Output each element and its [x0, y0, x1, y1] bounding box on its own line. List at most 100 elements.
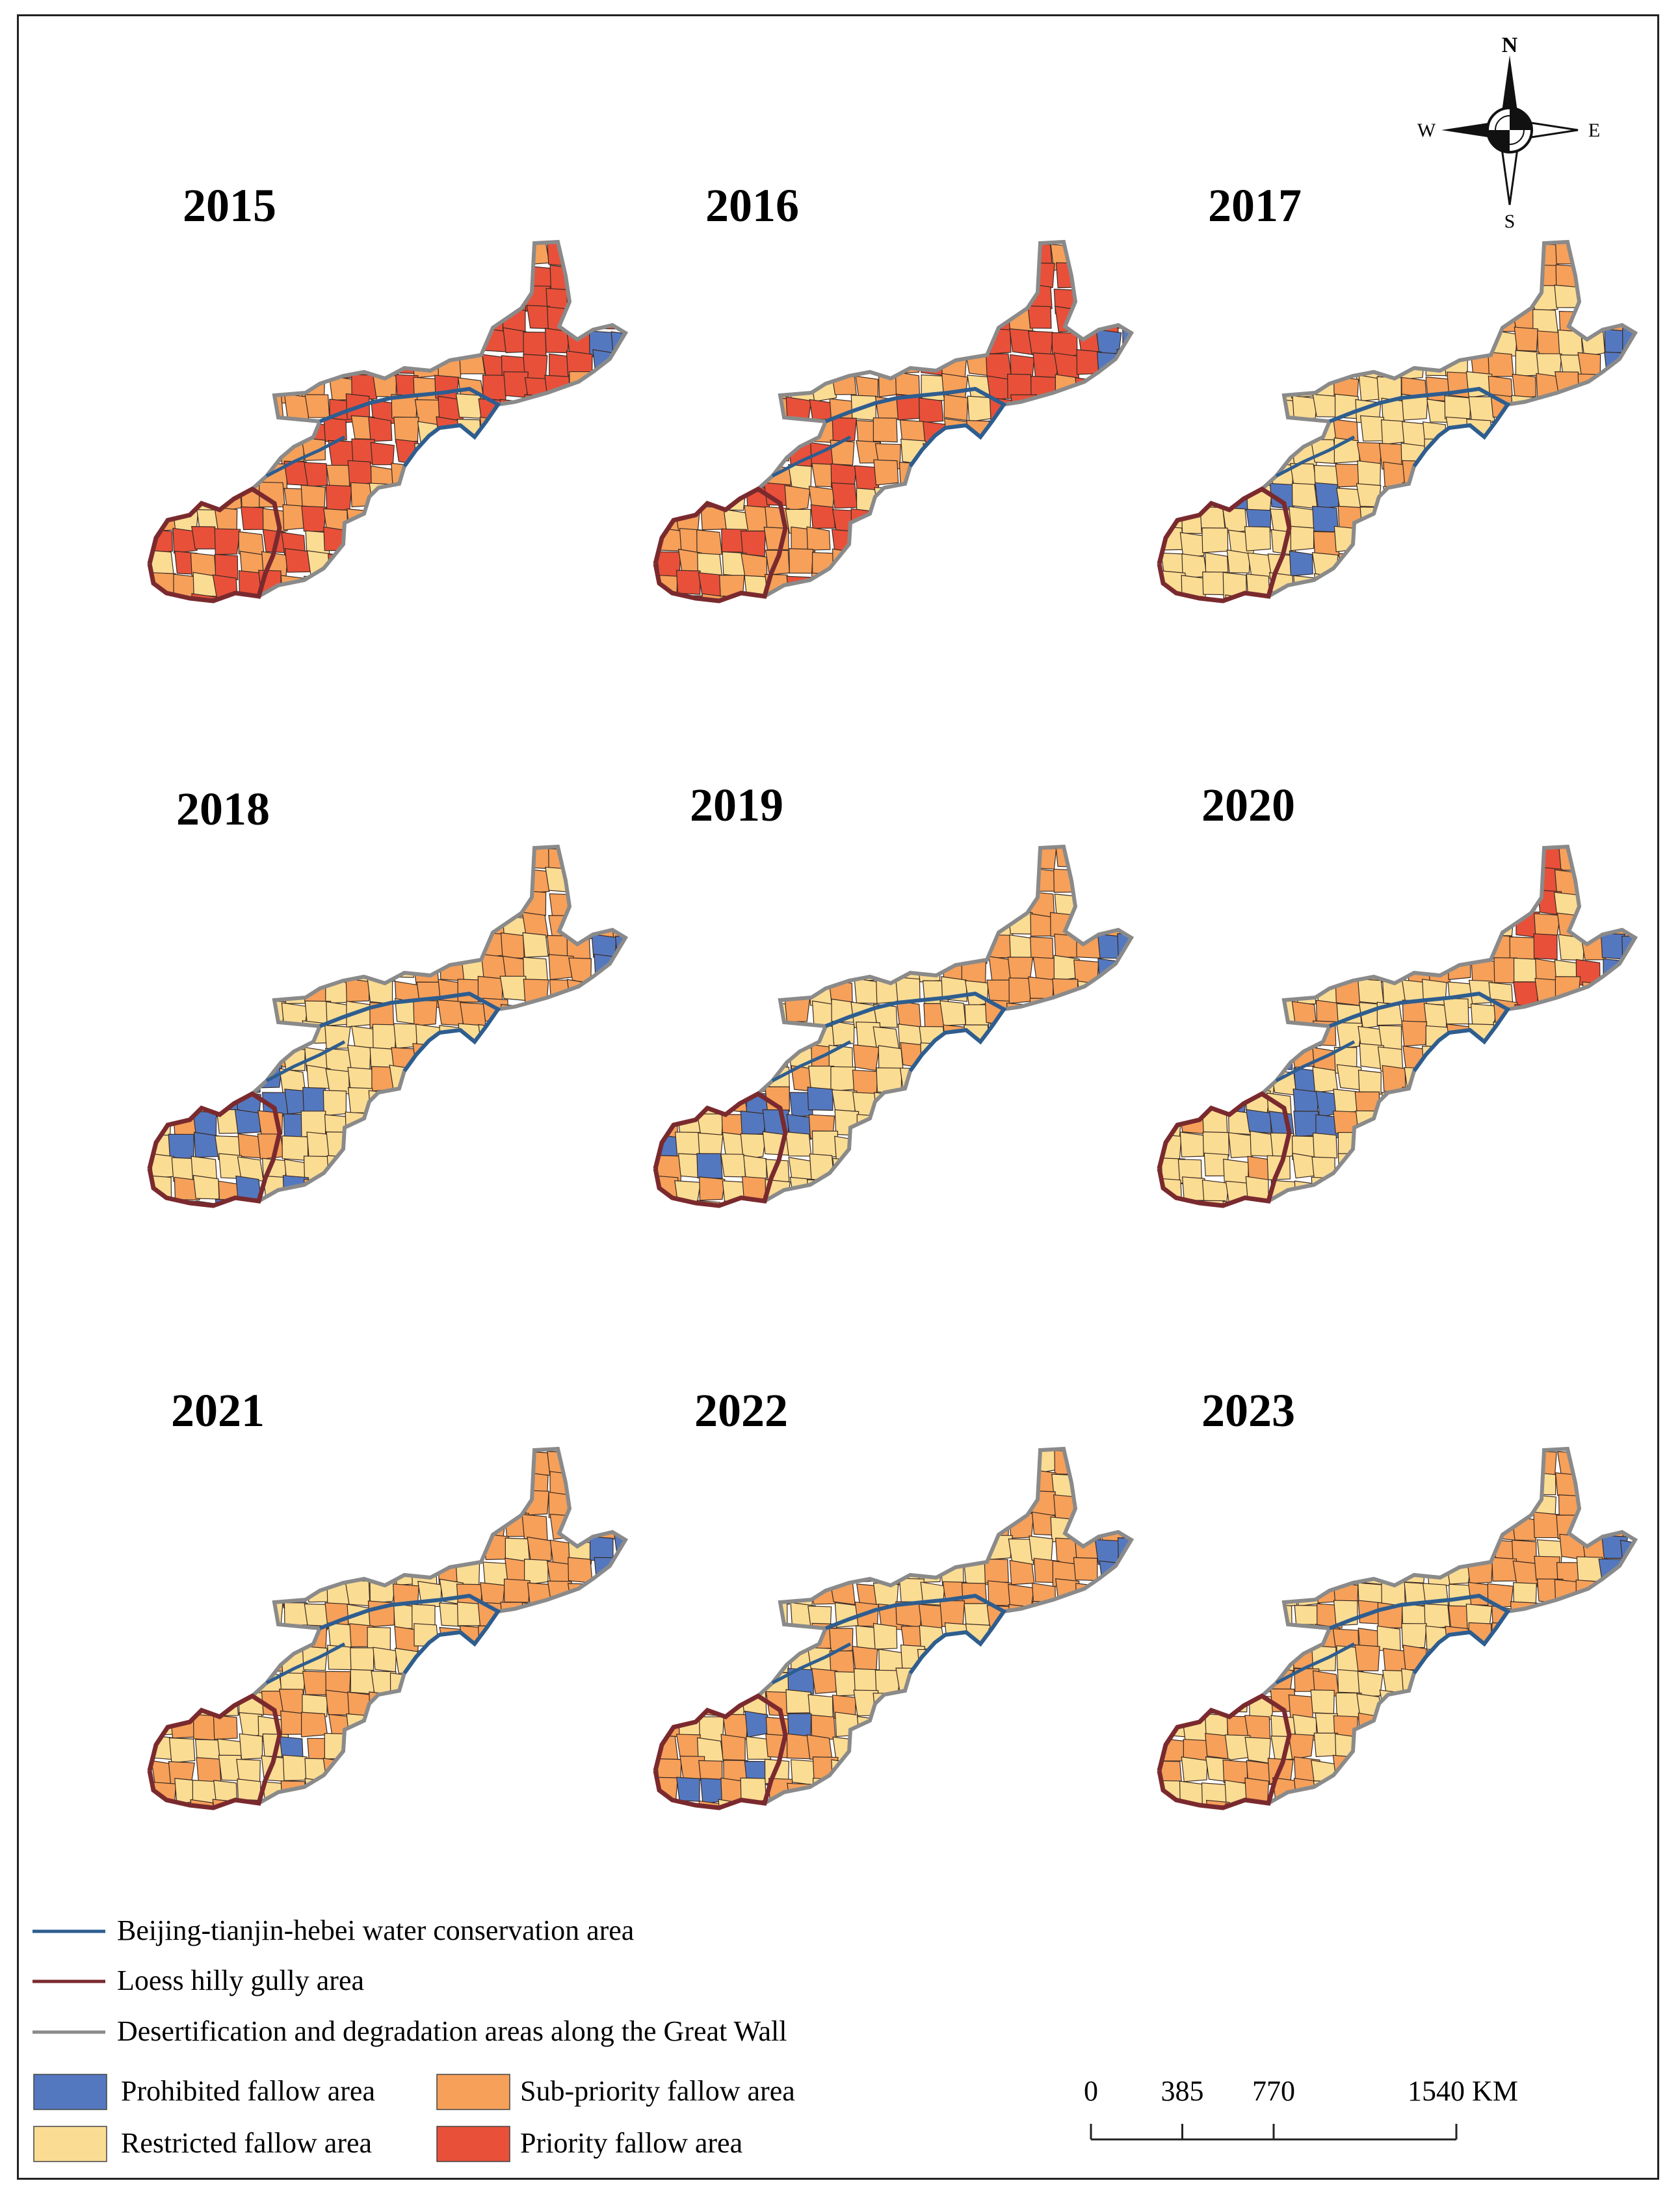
county-cell	[830, 1469, 857, 1496]
county-cell	[718, 1064, 744, 1091]
county-cell	[1226, 956, 1250, 981]
county-cell	[900, 1176, 924, 1202]
county-cell	[745, 1472, 771, 1498]
county-cell	[1599, 998, 1626, 1024]
county-cell	[523, 1739, 549, 1764]
county-cell	[1447, 1690, 1473, 1715]
county-cell	[676, 463, 703, 488]
county-cell	[456, 1491, 482, 1518]
county-cell	[1487, 1109, 1514, 1135]
county-cell	[679, 1449, 707, 1475]
county-cell	[702, 1495, 728, 1520]
county-cell	[300, 1712, 328, 1738]
county-cell	[1050, 439, 1077, 464]
county-cell	[785, 1689, 812, 1714]
county-cell	[1291, 310, 1319, 337]
county-cell	[591, 395, 618, 420]
county-cell	[350, 866, 377, 892]
county-cell	[655, 1020, 678, 1046]
county-cell	[588, 575, 613, 601]
county-cell	[724, 1200, 751, 1206]
county-cell	[1314, 1511, 1341, 1539]
county-cell	[217, 1601, 241, 1627]
county-cell	[1006, 1132, 1030, 1158]
county-cell	[1488, 867, 1516, 894]
county-cell	[283, 1803, 309, 1808]
county-cell	[305, 264, 332, 289]
county-cell	[1444, 1512, 1471, 1538]
county-cell	[195, 266, 220, 292]
county-cell	[1446, 438, 1473, 464]
county-cell	[545, 1782, 571, 1808]
county-cell	[347, 847, 373, 867]
county-cell	[151, 352, 178, 377]
county-cell	[279, 1472, 304, 1496]
county-cell	[393, 416, 419, 443]
county-cell	[612, 377, 625, 403]
county-cell	[702, 1628, 728, 1652]
county-cell	[371, 1153, 397, 1178]
county-cell	[1401, 261, 1428, 288]
county-cell	[1581, 1803, 1607, 1808]
county-cell	[455, 393, 482, 419]
county-cell	[656, 890, 681, 916]
county-cell	[1075, 1131, 1100, 1157]
county-cell	[990, 1690, 1017, 1716]
county-cell	[1621, 242, 1635, 263]
water-conservation-boundary	[824, 386, 1007, 468]
county-cell	[1029, 1649, 1057, 1674]
county-cell	[1447, 1024, 1471, 1050]
county-cell	[785, 1449, 811, 1474]
county-cell	[987, 1068, 1014, 1094]
county-cell	[436, 1468, 460, 1495]
county-cell	[1424, 1734, 1450, 1761]
county-cell	[1027, 1760, 1055, 1786]
county-cell	[1050, 1113, 1077, 1139]
county-cell	[571, 1070, 597, 1096]
county-cell	[259, 330, 285, 355]
county-cell	[373, 306, 399, 331]
county-cell	[986, 1131, 1012, 1158]
county-cell	[878, 847, 904, 871]
county-cell	[1514, 572, 1542, 597]
county-cell	[877, 1803, 904, 1808]
county-cell	[393, 1136, 421, 1163]
county-cell	[1512, 1025, 1539, 1050]
county-cell	[1357, 592, 1383, 601]
county-cell	[547, 1086, 575, 1113]
county-cell	[460, 265, 487, 292]
county-cell	[278, 243, 304, 269]
county-cell	[571, 849, 598, 875]
county-cell	[236, 956, 263, 981]
county-cell	[675, 1537, 699, 1563]
county-cell	[174, 977, 200, 1004]
county-cell	[195, 1492, 220, 1517]
county-cell	[1556, 1154, 1582, 1181]
county-cell	[1467, 1066, 1494, 1093]
county-cell	[944, 442, 971, 469]
county-cell	[193, 1046, 219, 1071]
county-cell	[174, 1470, 198, 1495]
county-cell	[1270, 1473, 1297, 1498]
county-cell	[259, 959, 284, 985]
county-cell	[655, 328, 680, 355]
county-cell	[412, 1799, 438, 1808]
county-cell	[570, 1024, 596, 1051]
county-cell	[592, 1176, 619, 1204]
county-cell	[612, 1470, 625, 1494]
county-cell	[415, 1180, 441, 1206]
county-cell	[1443, 1734, 1471, 1760]
county-cell	[1356, 531, 1382, 559]
county-cell	[1179, 1025, 1204, 1052]
county-cell	[1315, 482, 1339, 509]
county-cell	[1576, 554, 1603, 580]
county-cell	[896, 1533, 923, 1560]
county-cell	[1426, 936, 1453, 962]
county-cell	[1623, 443, 1635, 470]
county-cell	[1620, 1622, 1635, 1648]
county-cell	[1120, 1065, 1131, 1091]
county-cell	[1202, 1131, 1229, 1157]
county-cell	[899, 1779, 925, 1804]
county-cell	[1382, 284, 1409, 310]
county-cell	[150, 871, 176, 897]
